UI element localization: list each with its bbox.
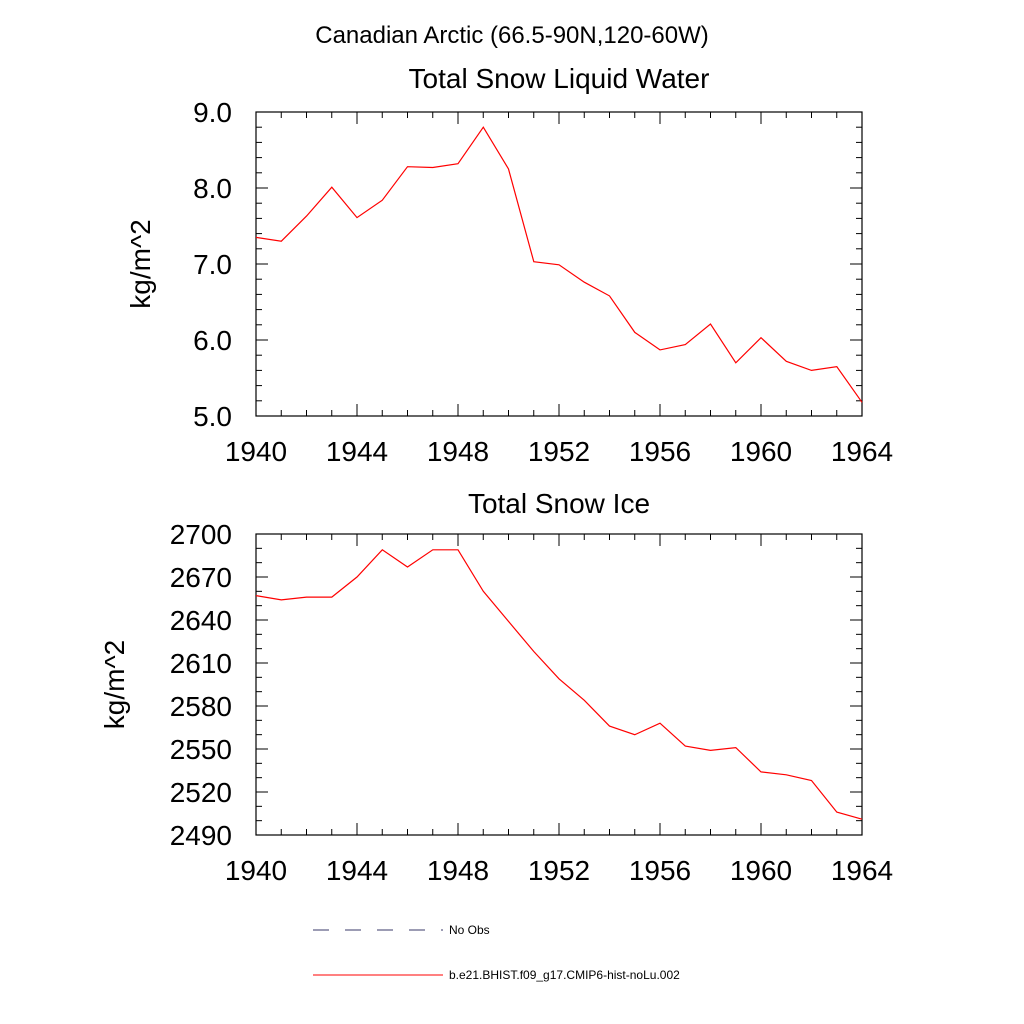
- x-tick-label: 1964: [831, 855, 893, 886]
- x-tick-label: 1956: [629, 436, 691, 467]
- y-tick-label: 2580: [170, 691, 232, 722]
- y-axis-label: kg/m^2: [125, 219, 156, 308]
- x-tick-label: 1944: [326, 436, 388, 467]
- x-tick-label: 1956: [629, 855, 691, 886]
- plot-frame: [255, 111, 863, 417]
- x-tick-label: 1960: [730, 855, 792, 886]
- y-tick-label: 2640: [170, 605, 232, 636]
- y-tick-label: 2490: [170, 820, 232, 851]
- y-tick-label: 2550: [170, 734, 232, 765]
- panel-snow-liquid-water: Total Snow Liquid Water 1940 1944 1948 1952 1…: [125, 63, 893, 467]
- x-tick-label: 1960: [730, 436, 792, 467]
- series-line: [255, 126, 863, 403]
- x-tick-label: 1940: [225, 436, 287, 467]
- y-tick-label: 2670: [170, 562, 232, 593]
- panel-snow-ice: Total Snow Ice 1940 1944 1948 1952 1956 1960 19…: [99, 488, 893, 886]
- legend: No Obs b.e21.BHIST.f09_g17.CMIP6-hist-no…: [313, 923, 680, 982]
- y-tick-label: 9.0: [193, 97, 232, 128]
- y-axis-label: kg/m^2: [99, 640, 130, 729]
- y-tick-label: 7.0: [193, 249, 232, 280]
- y-tick-label: 2700: [170, 519, 232, 550]
- x-tick-label: 1952: [528, 436, 590, 467]
- figure-suptitle: Canadian Arctic (66.5-90N,120-60W): [315, 22, 709, 49]
- legend-label-no-obs: No Obs: [449, 923, 490, 937]
- y-tick-label: 2610: [170, 648, 232, 679]
- x-tick-label: 1944: [326, 855, 388, 886]
- legend-label-model: b.e21.BHIST.f09_g17.CMIP6-hist-noLu.002: [449, 968, 680, 982]
- x-tick-label: 1952: [528, 855, 590, 886]
- series-line: [255, 549, 863, 820]
- y-tick-label: 2520: [170, 777, 232, 808]
- y-tick-label: 6.0: [193, 325, 232, 356]
- y-tick-label: 5.0: [193, 401, 232, 432]
- x-tick-label: 1940: [225, 855, 287, 886]
- x-tick-label: 1948: [427, 855, 489, 886]
- x-tick-label: 1964: [831, 436, 893, 467]
- panel-title: Total Snow Ice: [468, 488, 650, 519]
- y-tick-label: 8.0: [193, 173, 232, 204]
- plot-frame: [255, 533, 863, 836]
- panel-title: Total Snow Liquid Water: [409, 63, 710, 94]
- x-tick-label: 1948: [427, 436, 489, 467]
